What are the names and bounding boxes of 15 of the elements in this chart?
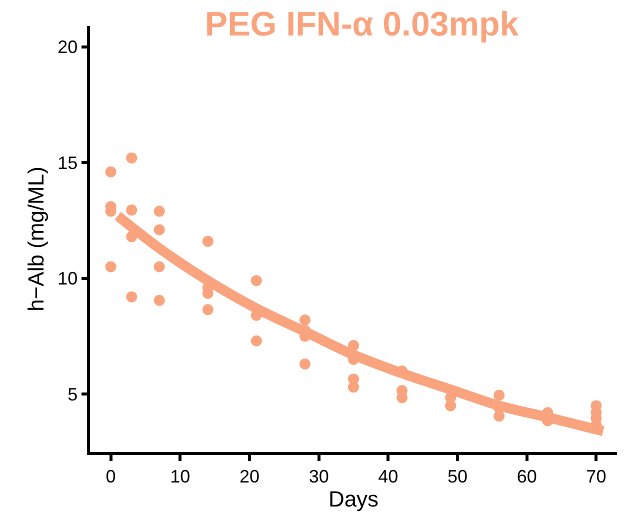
y-tick-label: 15 bbox=[58, 152, 78, 173]
y-tick-label: 5 bbox=[68, 384, 78, 404]
x-tick-label: 0 bbox=[106, 466, 116, 486]
y-tick-label: 10 bbox=[58, 268, 78, 289]
x-tick-label: 20 bbox=[239, 466, 260, 486]
x-tick-label: 40 bbox=[378, 466, 398, 486]
x-tick-label: 70 bbox=[586, 466, 606, 486]
x-tick-label: 10 bbox=[170, 466, 190, 486]
x-tick-label: 50 bbox=[447, 466, 468, 486]
x-axis-title: Days bbox=[328, 486, 379, 512]
chart-title: PEG IFN-α 0.03mpk bbox=[204, 6, 519, 44]
x-tick-label: 60 bbox=[516, 466, 537, 486]
y-tick-label: 20 bbox=[58, 37, 78, 58]
x-tick-label: 30 bbox=[308, 466, 329, 486]
y-axis-title: h−Alb (mg/ML) bbox=[23, 166, 48, 312]
